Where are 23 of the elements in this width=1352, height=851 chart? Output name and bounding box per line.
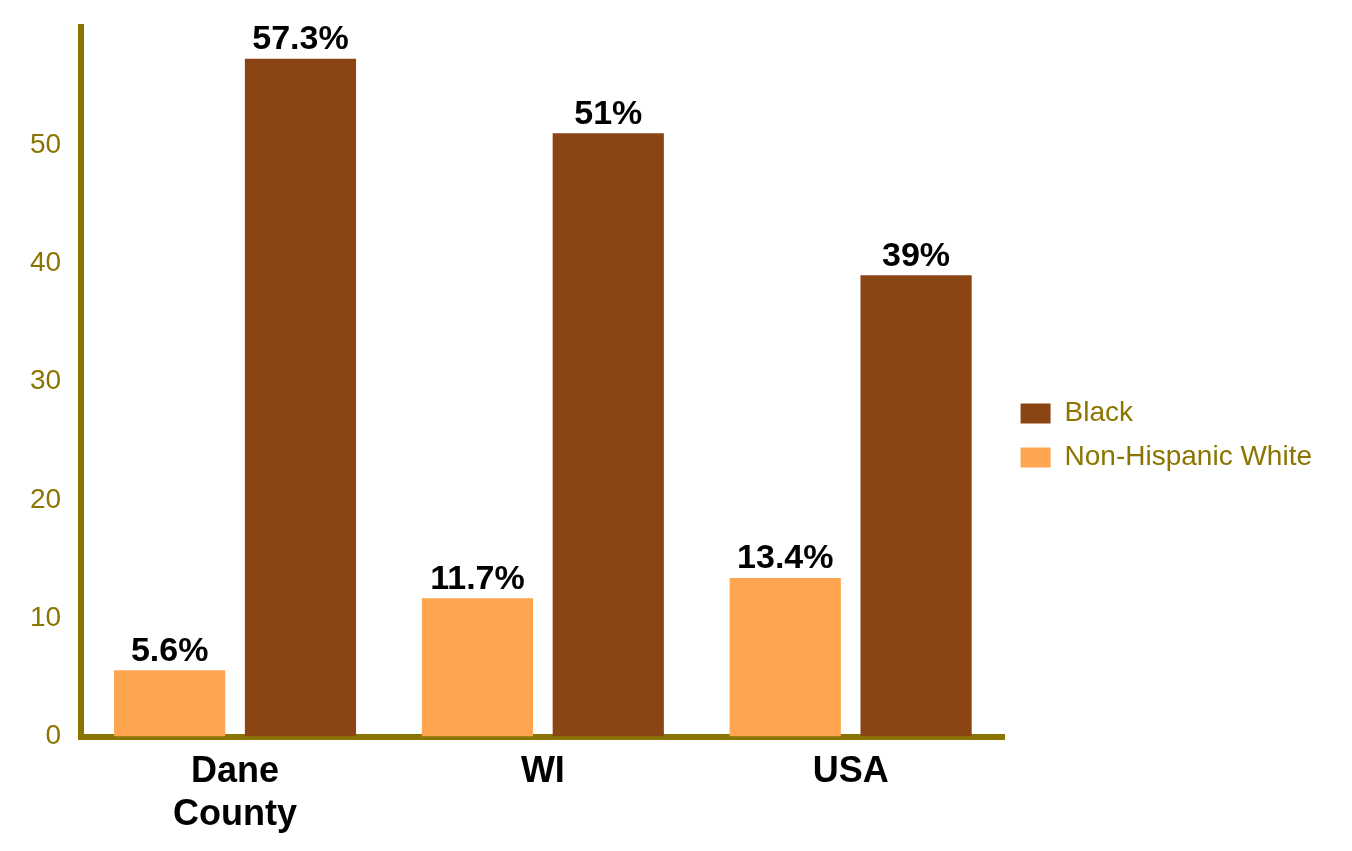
- x-tick-label: USA: [812, 749, 889, 791]
- legend-label: Non-Hispanic White: [1064, 440, 1312, 472]
- data-label: 11.7%: [430, 557, 525, 596]
- data-label: 5.6%: [130, 629, 209, 668]
- y-tick-label: 40: [29, 246, 62, 278]
- y-tick-label: 50: [29, 127, 62, 159]
- y-tick-label: 10: [29, 601, 62, 633]
- y-tick-label: 0: [45, 719, 62, 751]
- y-tick-label: 30: [29, 364, 62, 396]
- legend-label: Black: [1064, 396, 1135, 428]
- x-tick-label: Dane County: [173, 749, 298, 834]
- data-label: 57.3%: [252, 18, 349, 57]
- data-label: 13.4%: [737, 537, 834, 576]
- data-label: 51%: [574, 92, 643, 131]
- bar: [421, 598, 534, 737]
- bar: [114, 670, 226, 737]
- y-tick-label: 20: [29, 482, 62, 514]
- x-tick-label: WI: [520, 749, 565, 791]
- bar: [244, 58, 357, 737]
- data-label: 39%: [882, 234, 951, 273]
- bar: [860, 275, 972, 737]
- bar: [552, 133, 664, 737]
- bar: [729, 578, 841, 737]
